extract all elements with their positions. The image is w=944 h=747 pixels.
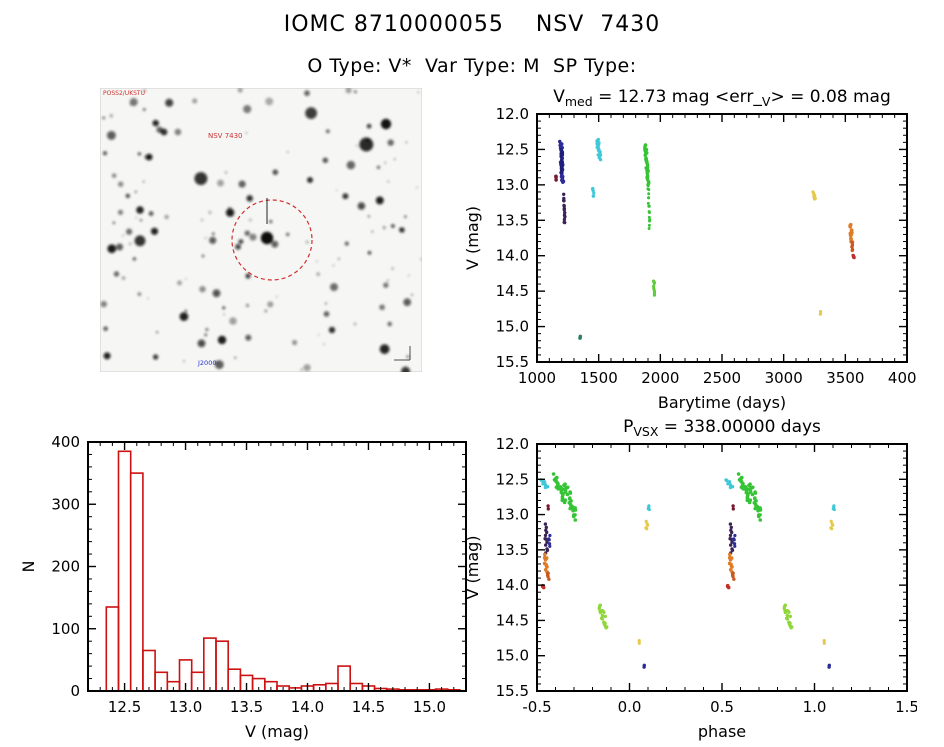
- svg-text:1000: 1000: [518, 369, 556, 387]
- svg-text:15.5: 15.5: [496, 682, 529, 700]
- svg-text:13.0: 13.0: [496, 506, 529, 524]
- svg-text:300: 300: [51, 495, 80, 513]
- svg-text:15.0: 15.0: [496, 318, 529, 336]
- svg-text:13.0: 13.0: [496, 176, 529, 194]
- phasecurve-plot: -0.5 0.0 0.5 1.0 1.5 12.0 12.5 13.0 13.5 14.0 14.5…: [463, 417, 917, 741]
- svg-text:100: 100: [51, 620, 80, 638]
- svg-text:12.0: 12.0: [496, 435, 529, 453]
- finder-corner-label: POSS2/UKSTU: [103, 90, 145, 97]
- svg-text:Vmed = 12.73 mag <err_V> = 0.0: Vmed = 12.73 mag <err_V> = 0.08 mag: [553, 87, 891, 109]
- finder-chart: POSS2/UKSTU NSV 7430 J2000: [100, 88, 422, 372]
- svg-text:12.5: 12.5: [496, 140, 529, 158]
- svg-text:2500: 2500: [703, 369, 741, 387]
- finder-bottom-label: J2000: [198, 359, 217, 367]
- svg-text:3500: 3500: [826, 369, 864, 387]
- lightcurve-plot: 1000 1500 2000 2500 3000 3500 4000 12.0 12.5 13.0…: [463, 87, 917, 412]
- svg-text:-0.5: -0.5: [522, 698, 551, 716]
- svg-text:12.5: 12.5: [108, 698, 141, 716]
- svg-text:13.5: 13.5: [496, 211, 529, 229]
- svg-text:V (mag): V (mag): [245, 722, 309, 741]
- histogram-plot: 12.5 13.0 13.5 14.0 14.5 15.0 0 100 200 300 400 V (…: [19, 433, 467, 741]
- starfield-image: [100, 88, 422, 372]
- finder-target-label: NSV 7430: [208, 132, 243, 140]
- svg-text:2000: 2000: [641, 369, 679, 387]
- svg-text:12.0: 12.0: [496, 105, 529, 123]
- page-subtitle: O Type: V* Var Type: M SP Type:: [307, 55, 637, 77]
- svg-text:1.5: 1.5: [895, 698, 917, 716]
- svg-text:15.0: 15.0: [413, 698, 446, 716]
- svg-text:1.0: 1.0: [803, 698, 827, 716]
- svg-text:13.5: 13.5: [496, 541, 529, 559]
- svg-text:13.0: 13.0: [169, 698, 202, 716]
- svg-text:V (mag): V (mag): [463, 535, 482, 599]
- svg-text:V (mag): V (mag): [463, 206, 482, 270]
- svg-text:400: 400: [51, 433, 80, 451]
- svg-text:13.5: 13.5: [230, 698, 263, 716]
- svg-text:12.5: 12.5: [496, 470, 529, 488]
- svg-text:0: 0: [70, 682, 80, 700]
- page-title: IOMC 8710000055 NSV 7430: [283, 12, 661, 37]
- svg-text:14.5: 14.5: [496, 611, 529, 629]
- svg-text:N: N: [19, 561, 38, 573]
- svg-text:14.5: 14.5: [496, 282, 529, 300]
- svg-text:15.5: 15.5: [496, 353, 529, 371]
- svg-text:15.0: 15.0: [496, 647, 529, 665]
- svg-text:4000: 4000: [888, 369, 917, 387]
- svg-text:Barytime (days): Barytime (days): [658, 393, 786, 412]
- svg-text:200: 200: [51, 558, 80, 576]
- svg-text:0.0: 0.0: [618, 698, 642, 716]
- svg-text:14.0: 14.0: [496, 576, 529, 594]
- svg-text:0.5: 0.5: [710, 698, 734, 716]
- svg-text:1500: 1500: [580, 369, 618, 387]
- svg-text:3000: 3000: [765, 369, 803, 387]
- svg-text:14.0: 14.0: [496, 247, 529, 265]
- svg-text:14.5: 14.5: [352, 698, 385, 716]
- svg-text:phase: phase: [698, 722, 746, 741]
- svg-text:PVSX = 338.00000 days: PVSX = 338.00000 days: [623, 417, 821, 439]
- svg-text:14.0: 14.0: [291, 698, 324, 716]
